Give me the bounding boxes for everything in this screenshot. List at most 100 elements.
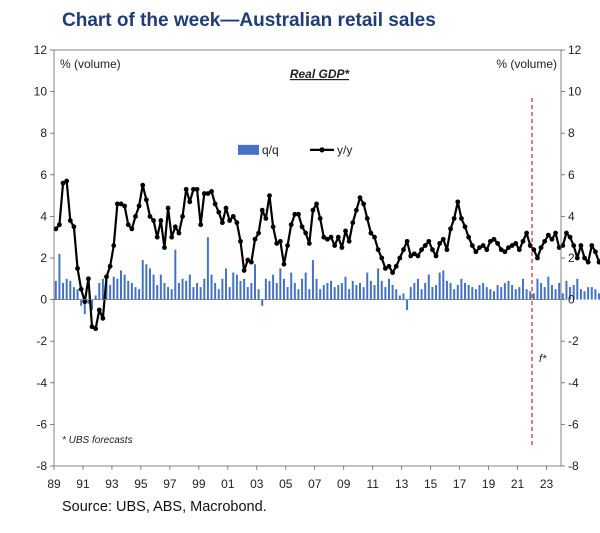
yy-point xyxy=(125,222,131,228)
qq-bar xyxy=(253,264,256,300)
qq-bar xyxy=(141,260,144,300)
qq-bar xyxy=(395,289,398,300)
yy-point xyxy=(549,236,555,242)
qq-bar xyxy=(304,272,307,300)
qq-bar xyxy=(65,278,68,300)
yy-point xyxy=(82,299,88,305)
yy-point xyxy=(477,245,482,251)
yy-point xyxy=(571,243,577,248)
yy-point xyxy=(118,201,124,207)
yy-point xyxy=(299,224,305,230)
qq-bar xyxy=(435,285,438,300)
qq-bar xyxy=(275,282,278,300)
qq-bar xyxy=(322,285,325,300)
qq-bar xyxy=(134,287,137,300)
qq-bar xyxy=(369,280,372,300)
qq-bar xyxy=(127,280,130,300)
qq-bar xyxy=(243,278,246,300)
qq-bar xyxy=(91,299,94,310)
yy-point xyxy=(154,234,160,240)
yy-point xyxy=(241,268,247,273)
legend-swatch-qq xyxy=(238,144,259,155)
yy-point xyxy=(567,234,573,240)
qq-bar xyxy=(268,280,271,300)
qq-bar xyxy=(489,289,492,300)
yy-point xyxy=(589,243,595,248)
x-tick-label: 95 xyxy=(134,477,148,491)
yy-point xyxy=(317,216,323,221)
yy-point xyxy=(238,238,243,244)
yy-point xyxy=(107,263,113,269)
qq-bar xyxy=(148,268,151,300)
yy-point xyxy=(191,186,196,192)
qq-bar xyxy=(152,274,155,300)
yy-point xyxy=(353,207,359,213)
qq-bar xyxy=(406,299,409,310)
qq-bar xyxy=(474,289,477,300)
qq-bar xyxy=(72,287,75,300)
yy-point xyxy=(252,236,258,242)
qq-bar xyxy=(543,287,546,300)
yy-point xyxy=(430,247,435,253)
y-tick-label-right: 0 xyxy=(568,293,575,307)
yy-point xyxy=(451,216,457,221)
qq-bar xyxy=(206,237,209,300)
qq-bar xyxy=(210,274,213,300)
qq-bar xyxy=(319,289,322,300)
qq-bar xyxy=(196,282,199,300)
axes xyxy=(50,49,565,470)
yy-point xyxy=(162,245,167,251)
yy-point xyxy=(104,274,109,280)
qq-bar xyxy=(214,282,217,300)
y-tick-label-left: 4 xyxy=(40,209,47,223)
qq-bar xyxy=(279,268,282,300)
yy-point xyxy=(256,230,262,236)
yy-point xyxy=(198,222,204,228)
yy-point xyxy=(357,195,363,201)
yy-point xyxy=(506,245,511,251)
qq-bar xyxy=(579,289,582,300)
yy-point xyxy=(531,247,537,253)
yy-point xyxy=(212,201,218,207)
yy-point xyxy=(469,243,475,248)
y-tick-label-left: -8 xyxy=(36,459,47,473)
yy-point xyxy=(96,307,102,313)
qq-bar xyxy=(377,268,380,300)
qq-bar xyxy=(159,274,162,300)
qq-bar xyxy=(246,287,249,300)
qq-bar xyxy=(366,272,369,300)
qq-bar xyxy=(145,264,148,300)
qq-bar xyxy=(554,289,557,300)
qq-bar xyxy=(547,276,550,300)
yy-point xyxy=(582,255,587,261)
qq-bar xyxy=(387,278,390,300)
yy-point xyxy=(259,207,265,213)
yy-point xyxy=(393,263,399,269)
yy-point xyxy=(332,243,338,248)
qq-bar xyxy=(453,289,456,300)
x-tick-label: 91 xyxy=(76,477,90,491)
yy-point xyxy=(444,247,450,253)
yy-point xyxy=(64,178,70,184)
qq-bar xyxy=(69,280,72,300)
qq-bar xyxy=(561,293,564,300)
yy-point xyxy=(136,203,142,209)
yy-point xyxy=(86,276,91,282)
qq-bar xyxy=(391,285,394,300)
qq-bar xyxy=(500,287,503,300)
yy-point xyxy=(234,220,240,226)
yy-point xyxy=(71,224,77,230)
qq-bar xyxy=(348,289,351,300)
qq-bar xyxy=(409,287,412,300)
x-tick-label: 93 xyxy=(105,477,119,491)
yy-point xyxy=(274,241,280,246)
yy-point xyxy=(545,232,551,238)
yy-point xyxy=(426,238,432,244)
yy-point xyxy=(390,270,395,275)
qq-bar xyxy=(424,282,427,300)
qq-bar xyxy=(496,285,499,300)
yy-point xyxy=(516,247,522,253)
x-tick-label: 99 xyxy=(192,477,206,491)
page-title: Chart of the week—Australian retail sale… xyxy=(62,10,436,31)
x-tick-label: 05 xyxy=(279,477,293,491)
